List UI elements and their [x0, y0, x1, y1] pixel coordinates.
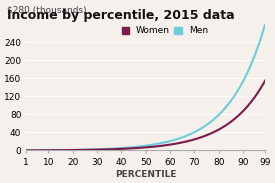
Text: Income by percentile, 2015 data: Income by percentile, 2015 data: [7, 9, 235, 22]
Legend: Women, Men: Women, Men: [122, 26, 208, 36]
Text: $280 (thousands): $280 (thousands): [7, 5, 87, 14]
X-axis label: PERCENTILE: PERCENTILE: [115, 170, 177, 179]
